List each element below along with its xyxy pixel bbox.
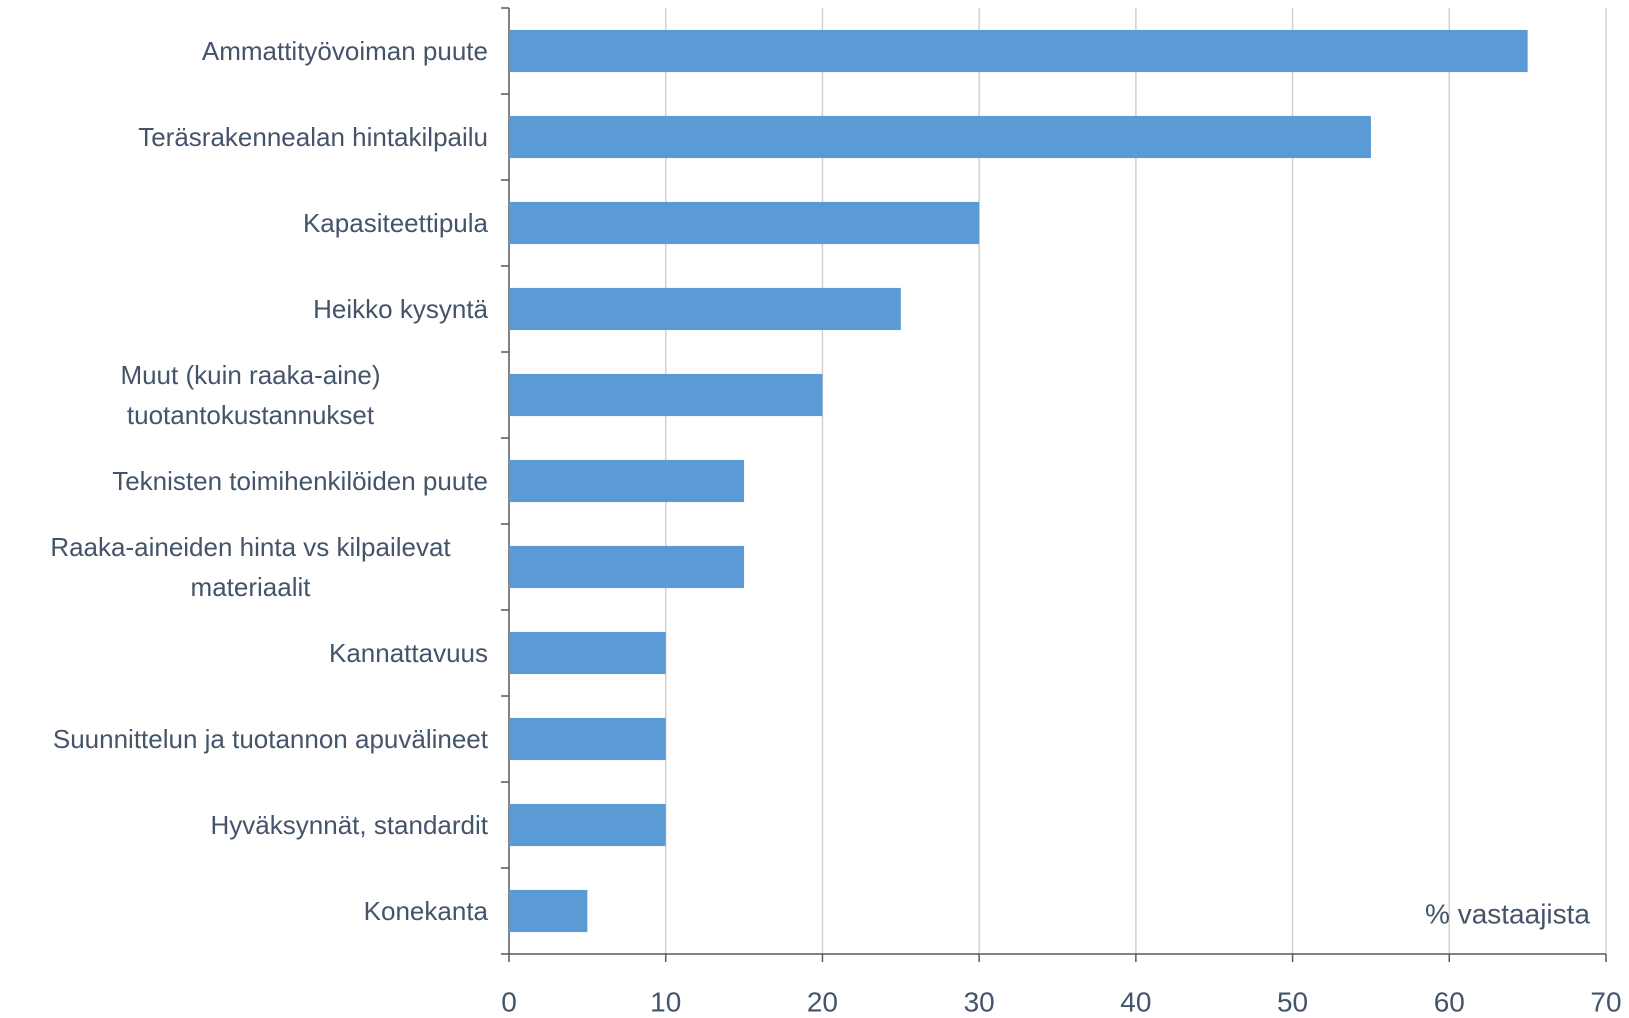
y-tick-label: Ammattityövoiman puute	[201, 36, 488, 66]
bar	[509, 115, 1371, 159]
y-tick-label: Kapasiteettipula	[302, 208, 488, 238]
bar	[509, 717, 666, 761]
y-tick-label: Konekanta	[363, 896, 488, 926]
x-tick-label: 0	[501, 986, 517, 1017]
bar	[509, 631, 666, 675]
bar	[509, 459, 745, 503]
y-tick-label: Teknisten toimihenkilöiden puute	[112, 466, 488, 496]
x-tick-label: 40	[1120, 986, 1151, 1017]
bar	[509, 889, 588, 933]
annotation: % vastaajista	[1425, 898, 1590, 929]
y-tick-label: Raaka-aineiden hinta vs kilpailevat mate…	[50, 532, 451, 602]
y-tick-label: Hyväksynnät, standardit	[210, 810, 488, 840]
y-tick-label: Heikko kysyntä	[313, 294, 488, 324]
x-tick-label: 70	[1590, 986, 1621, 1017]
bar	[509, 29, 1528, 73]
y-tick-label: Kannattavuus	[328, 638, 488, 668]
y-tick-label: Suunnittelun ja tuotannon apuvälineet	[52, 724, 488, 754]
x-tick-label: 30	[964, 986, 995, 1017]
bar	[509, 373, 823, 417]
bar	[509, 201, 980, 245]
y-tick-label: Muut (kuin raaka-aine) tuotantokustannuk…	[120, 360, 381, 430]
x-tick-label: 20	[807, 986, 838, 1017]
x-tick-label: 10	[650, 986, 681, 1017]
bar	[509, 287, 901, 331]
y-tick-label: Teräsrakennealan hintakilpailu	[138, 122, 488, 152]
x-tick-label: 60	[1434, 986, 1465, 1017]
x-tick-label: 50	[1277, 986, 1308, 1017]
bar	[509, 803, 666, 847]
bar	[509, 545, 745, 589]
